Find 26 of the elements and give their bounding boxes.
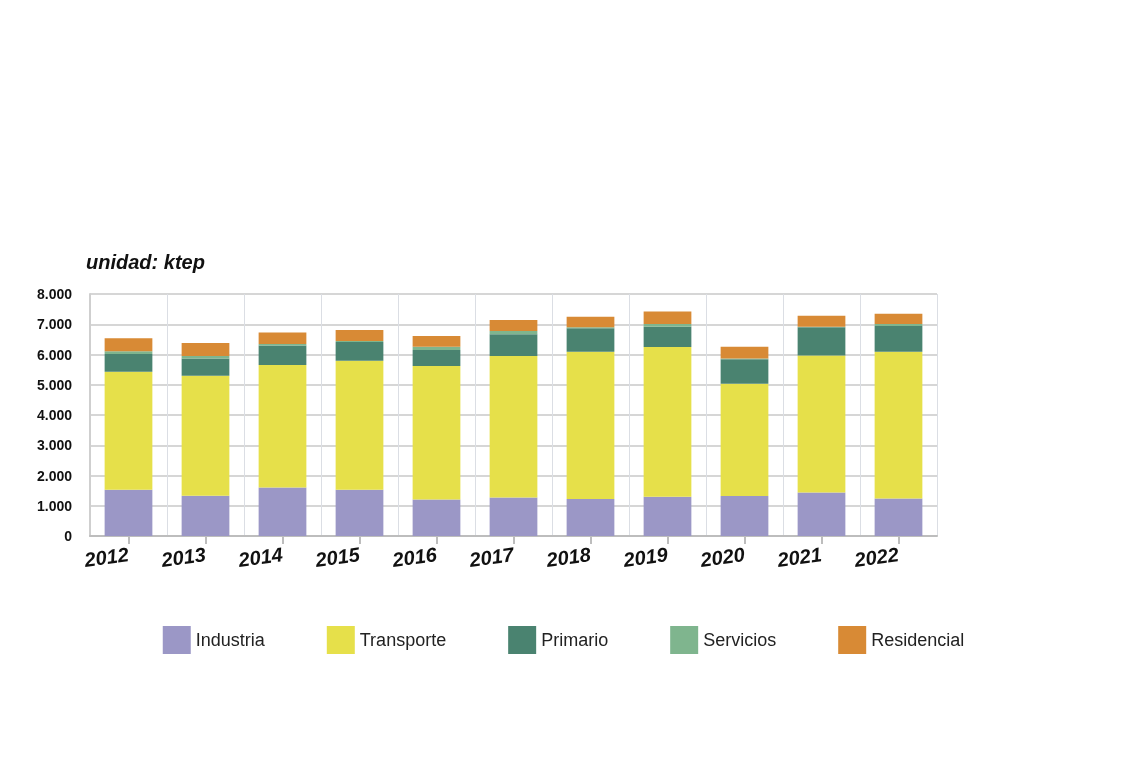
legend-label: Primario [541,630,609,650]
x-tick-label: 2015 [312,542,362,572]
x-tick-label: 2022 [851,543,901,572]
x-tick-label: 2013 [158,543,208,572]
legend-label: Industria [195,630,266,650]
y-tick-label: 3.000 [36,437,73,454]
y-tick-label: 7.000 [36,316,73,333]
x-tick-label: 2019 [620,542,670,572]
y-tick-label: 6.000 [36,346,73,363]
y-tick-label: 4.000 [36,407,73,423]
y-tick-label: 0 [64,528,73,544]
legend-label: Servicios [703,630,777,650]
legend-label: Transporte [359,630,447,650]
legend-label: Residencial [871,630,965,650]
x-tick-label: 2020 [697,543,747,572]
x-tick-label: 2017 [466,542,516,572]
y-tick-label: 5.000 [36,376,73,393]
y-tick-label: 1.000 [36,497,73,514]
x-tick-label: 2018 [543,542,593,572]
y-tick-label: 2.000 [36,467,73,484]
x-tick-label: 2012 [81,543,131,572]
y-tick-label: 8.000 [36,286,73,302]
y-axis-title: unidad: ktep [86,251,205,273]
x-tick-label: 2021 [774,543,824,572]
x-tick-label: 2016 [389,542,439,572]
x-tick-label: 2014 [235,543,285,572]
